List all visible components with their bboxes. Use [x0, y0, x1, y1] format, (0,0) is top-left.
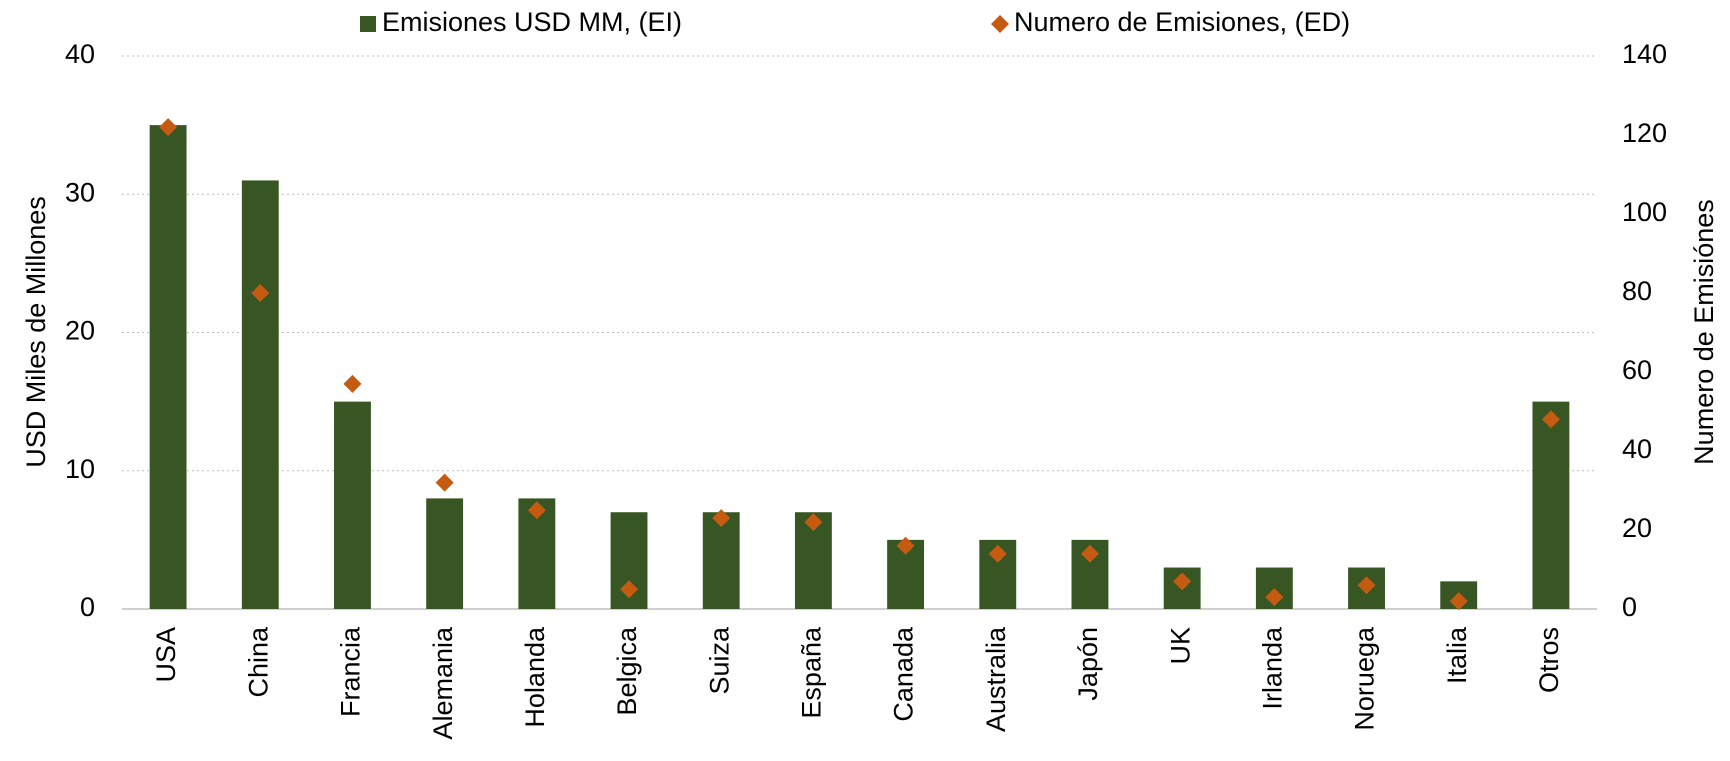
bar — [426, 498, 464, 609]
legend-label: Emisiones USD MM, (EI) — [382, 7, 682, 37]
y2-tick-label: 120 — [1622, 118, 1667, 148]
x-tick-label: Italia — [1442, 626, 1472, 684]
x-tick-label: China — [243, 626, 273, 698]
x-tick-label: Alemania — [428, 626, 458, 740]
marker — [1173, 572, 1192, 591]
marker — [896, 536, 915, 555]
legend-label: Numero de Emisiones, (ED) — [1014, 7, 1350, 37]
y-tick-label: 30 — [65, 177, 95, 207]
marker — [1449, 592, 1468, 611]
x-tick-label: Francia — [336, 626, 366, 717]
legend-swatch — [991, 15, 1009, 33]
marker — [1541, 410, 1560, 429]
x-tick-label: España — [797, 626, 827, 719]
y-tick-label: 20 — [65, 316, 95, 346]
marker — [1357, 576, 1376, 595]
marker — [988, 544, 1007, 563]
x-tick-label: Canada — [889, 626, 919, 722]
y-axis-title: USD Miles de Millones — [21, 196, 51, 468]
x-tick-label: Australia — [981, 626, 1011, 732]
bar — [1532, 401, 1570, 609]
bar — [702, 512, 740, 609]
marker — [251, 284, 270, 302]
bar — [149, 125, 187, 609]
y-tick-label: 0 — [80, 592, 95, 622]
y2-tick-label: 140 — [1622, 39, 1667, 69]
y2-tick-label: 60 — [1622, 355, 1652, 385]
marker — [343, 374, 362, 393]
y2-axis-title: Numero de Emisiónes — [1689, 199, 1719, 465]
x-tick-label: Holanda — [520, 626, 550, 728]
marker — [435, 473, 454, 492]
bar — [334, 401, 371, 609]
y2-tick-label: 0 — [1622, 592, 1637, 622]
marker — [1080, 544, 1099, 563]
bar — [241, 180, 279, 610]
x-tick-label: UK — [1165, 627, 1195, 665]
marker — [527, 501, 546, 520]
y-tick-label: 10 — [65, 454, 95, 484]
y2-tick-label: 80 — [1622, 276, 1652, 306]
x-tick-label: Suiza — [704, 626, 734, 695]
marker — [804, 513, 823, 532]
y-tick-label: 40 — [65, 39, 95, 69]
marker — [159, 118, 178, 137]
y2-tick-label: 40 — [1622, 434, 1652, 464]
marker — [620, 580, 639, 599]
x-tick-label: Otros — [1534, 627, 1564, 693]
legend-swatch — [360, 16, 376, 32]
marker — [712, 509, 731, 528]
x-tick-label: USA — [151, 627, 181, 683]
y2-tick-label: 20 — [1622, 513, 1652, 543]
y2-tick-label: 100 — [1622, 197, 1667, 227]
x-tick-label: Japón — [1073, 627, 1103, 701]
x-tick-label: Noruega — [1350, 626, 1380, 731]
x-tick-label: Irlanda — [1257, 626, 1287, 710]
x-tick-label: Belgica — [612, 626, 642, 716]
marker — [1265, 588, 1284, 607]
